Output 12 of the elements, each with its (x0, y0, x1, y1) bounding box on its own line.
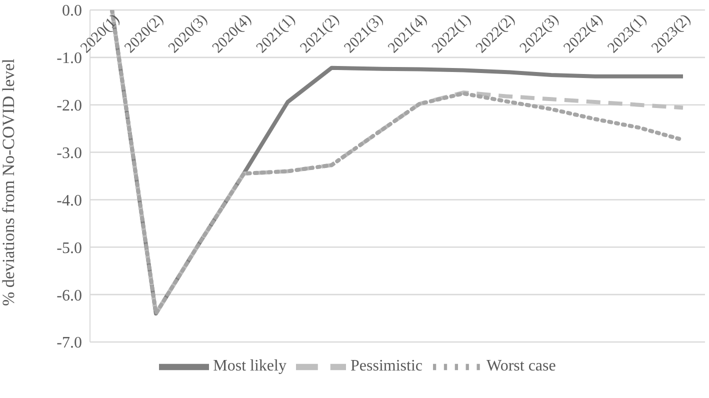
y-tick-label: -3.0 (56, 144, 82, 162)
y-tick-label: -6.0 (56, 287, 82, 304)
legend-label: Pessimistic (350, 358, 422, 375)
legend-label: Worst case (486, 358, 556, 375)
y-tick-label: -5.0 (56, 240, 82, 257)
y-tick-label: -7.0 (56, 334, 82, 352)
y-axis-title: % deviations from No-COVID level (0, 58, 18, 306)
y-tick-label: -4.0 (56, 192, 82, 210)
y-tick-label: -1.0 (56, 50, 82, 68)
legend-label: Most likely (213, 358, 286, 375)
y-tick-label: -2.0 (56, 98, 82, 115)
y-tick-label: 0.0 (62, 2, 82, 20)
